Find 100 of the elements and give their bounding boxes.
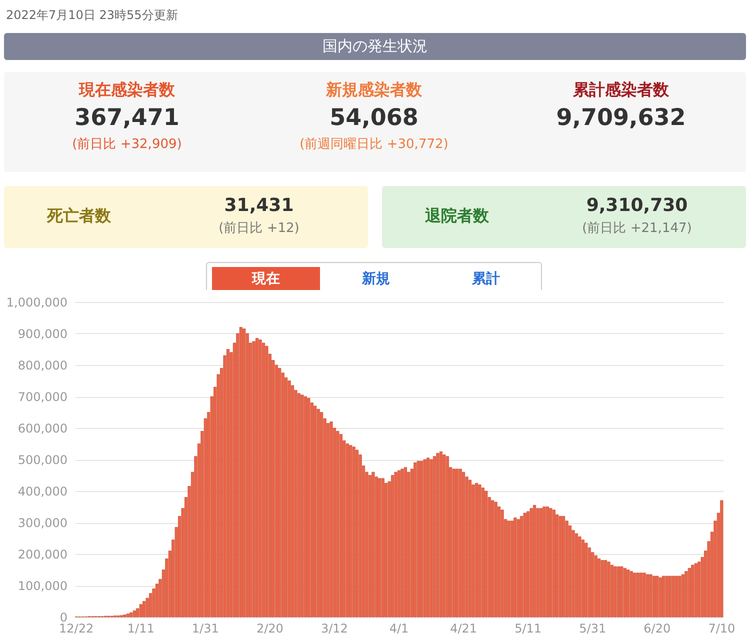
- bar: [346, 444, 349, 618]
- bar: [436, 453, 440, 618]
- bar: [442, 454, 446, 618]
- bar: [300, 394, 304, 618]
- bar: [552, 510, 556, 618]
- bar: [507, 520, 510, 618]
- bar: [430, 459, 433, 618]
- bar: [558, 516, 562, 618]
- bar: [526, 511, 530, 618]
- x-tick-label: 5/31: [579, 622, 606, 636]
- bar: [491, 500, 494, 618]
- bar: [320, 412, 324, 618]
- bar: [656, 576, 659, 618]
- bar: [432, 456, 436, 618]
- bar: [330, 422, 333, 618]
- bar: [242, 328, 246, 618]
- bar: [239, 327, 242, 618]
- bar: [674, 576, 678, 618]
- text: 新規: [361, 270, 391, 289]
- bar: [314, 406, 317, 618]
- y-tick-label: 400,000: [18, 484, 68, 498]
- bar: [139, 604, 142, 618]
- text: 退院者数: [424, 206, 490, 227]
- bar: [684, 571, 688, 618]
- bar: [536, 508, 540, 618]
- bar: [616, 566, 620, 618]
- bar: [352, 446, 356, 618]
- bar: [278, 368, 282, 618]
- bar: [636, 572, 640, 618]
- bar: [494, 502, 498, 618]
- bar: [304, 396, 307, 618]
- bar: [456, 468, 459, 618]
- bar: [474, 482, 478, 618]
- text: (前日比 +12): [218, 220, 300, 237]
- bar: [530, 508, 533, 618]
- x-tick-label: 1/11: [127, 622, 154, 636]
- bar: [720, 500, 724, 618]
- bar: [514, 518, 517, 618]
- y-tick-label: 700,000: [18, 390, 68, 404]
- bar: [594, 555, 598, 618]
- bar: [688, 568, 691, 618]
- bar: [142, 601, 146, 618]
- bar: [678, 576, 682, 618]
- bar: [620, 566, 624, 618]
- bar: [378, 478, 382, 618]
- bar: [381, 478, 384, 618]
- bar: [481, 488, 484, 618]
- bar: [226, 349, 230, 618]
- text: 367,471: [74, 105, 180, 131]
- bar: [252, 341, 256, 618]
- bar: [484, 490, 488, 618]
- bar: [336, 430, 340, 618]
- bar: [672, 576, 675, 618]
- text: 死亡者数: [46, 206, 112, 227]
- x-tick-label: 2/20: [256, 622, 284, 636]
- bar: [600, 560, 604, 618]
- y-tick-label: 0: [60, 610, 68, 624]
- y-tick-label: 100,000: [18, 579, 68, 593]
- bar: [372, 472, 375, 618]
- bar: [297, 393, 300, 618]
- bar: [649, 574, 652, 618]
- bar: [439, 451, 442, 618]
- y-tick-label: 500,000: [18, 453, 68, 467]
- bar: [426, 458, 430, 618]
- bar: [136, 608, 140, 618]
- bar: [694, 563, 698, 618]
- bar: [539, 508, 542, 618]
- bar: [633, 572, 636, 618]
- bar: [500, 510, 504, 618]
- bar: [639, 572, 643, 618]
- text: 9,709,632: [555, 105, 687, 131]
- bar: [668, 576, 672, 618]
- bar: [614, 566, 617, 618]
- text: (前日比 +21,147): [581, 220, 693, 237]
- text: 現在感染者数: [78, 80, 176, 101]
- bar: [584, 542, 588, 618]
- bar: [665, 576, 668, 618]
- bar: [610, 564, 614, 618]
- bar: [288, 380, 291, 618]
- x-tick-label: 12/22: [59, 622, 94, 636]
- bar: [578, 536, 582, 618]
- bar: [520, 516, 524, 618]
- bar: [258, 340, 262, 618]
- y-tick-label: 300,000: [18, 516, 68, 530]
- bar: [316, 408, 320, 618]
- bar: [598, 558, 601, 618]
- y-tick-label: 900,000: [18, 327, 68, 341]
- text: 31,431: [223, 195, 295, 216]
- x-tick-label: 4/21: [450, 622, 478, 636]
- bar: [446, 456, 449, 618]
- bar: [265, 346, 268, 618]
- bar: [652, 576, 656, 618]
- bar: [607, 562, 610, 618]
- bar: [394, 472, 398, 618]
- y-tick-label: 800,000: [18, 358, 68, 372]
- bar: [368, 475, 372, 618]
- bar: [658, 577, 662, 618]
- bar: [391, 475, 394, 618]
- x-tick-label: 6/20: [644, 622, 671, 636]
- bar: [339, 434, 342, 618]
